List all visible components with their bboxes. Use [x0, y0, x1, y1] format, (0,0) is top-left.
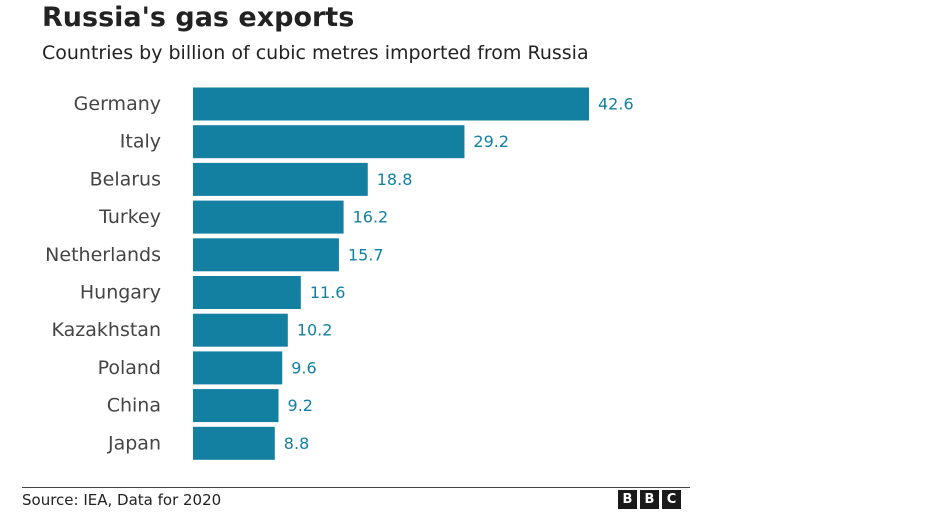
value-label-belarus: 18.8: [377, 170, 413, 189]
bbc-logo: B B C: [618, 490, 681, 509]
category-label-japan: Japan: [107, 432, 161, 454]
category-label-germany: Germany: [74, 93, 161, 115]
category-label-poland: Poland: [98, 357, 161, 379]
bbc-logo-letter-1: B: [618, 490, 637, 509]
bar-belarus: [193, 162, 368, 196]
value-label-poland: 9.6: [291, 358, 316, 377]
value-label-hungary: 11.6: [310, 283, 346, 302]
category-label-china: China: [107, 395, 161, 417]
bar-hungary: [193, 276, 301, 309]
bar-poland: [193, 351, 283, 385]
category-label-italy: Italy: [120, 131, 161, 153]
bar-italy: [193, 125, 465, 159]
value-label-japan: 8.8: [284, 434, 309, 453]
category-label-hungary: Hungary: [80, 282, 161, 304]
value-label-netherlands: 15.7: [348, 245, 384, 264]
bar-chart: Germany 42.6 Italy 29.2 Belarus 18.8 Turkey 16.…: [45, 87, 634, 460]
category-label-turkey: Turkey: [98, 206, 161, 228]
value-label-china: 9.2: [288, 396, 313, 415]
chart-title: Russia's gas exports: [42, 2, 355, 33]
category-label-netherlands: Netherlands: [45, 244, 161, 266]
footer-divider: [22, 487, 690, 488]
bar-germany: [193, 87, 589, 121]
category-label-kazakhstan: Kazakhstan: [52, 319, 161, 341]
value-label-kazakhstan: 10.2: [297, 321, 333, 340]
source-note: Source: IEA, Data for 2020: [22, 491, 222, 509]
value-label-turkey: 16.2: [353, 208, 389, 227]
bbc-logo-letter-3: C: [662, 490, 681, 509]
bar-turkey: [193, 200, 344, 234]
bar-netherlands: [193, 238, 339, 272]
chart-subtitle: Countries by billion of cubic metres imp…: [42, 42, 589, 64]
value-label-italy: 29.2: [473, 132, 509, 151]
bar-japan: [193, 426, 275, 460]
bar-china: [193, 389, 279, 423]
bar-kazakhstan: [193, 313, 288, 347]
value-label-germany: 42.6: [598, 95, 634, 114]
category-label-belarus: Belarus: [90, 168, 161, 190]
bbc-logo-letter-2: B: [640, 490, 659, 509]
